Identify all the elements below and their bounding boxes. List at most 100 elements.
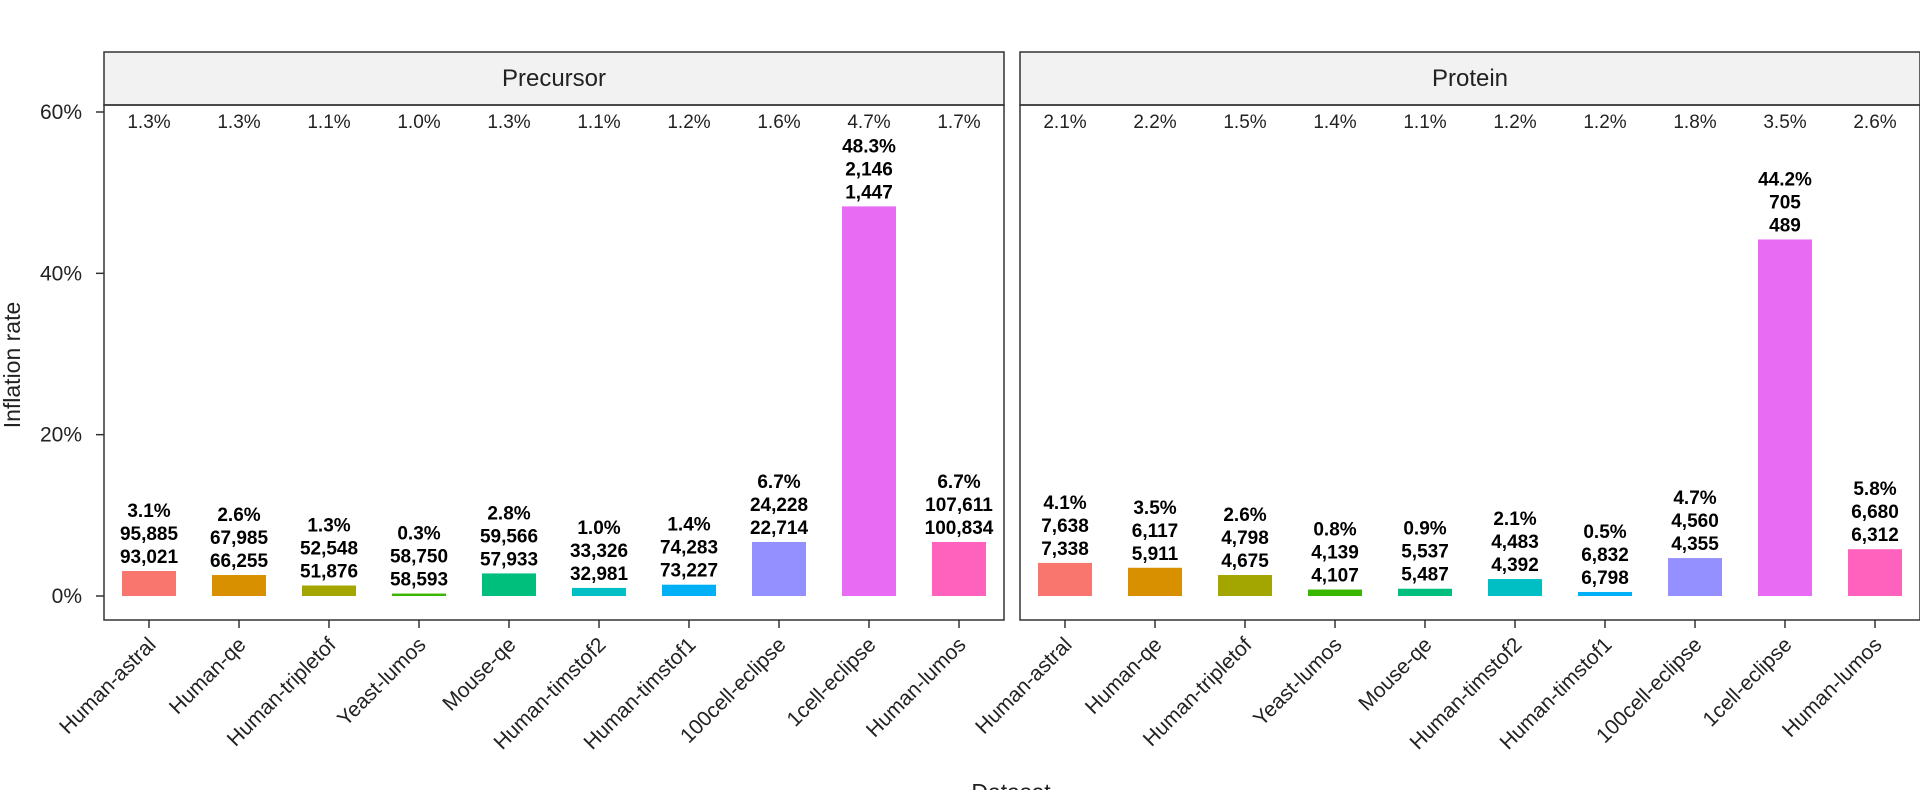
bar-value-label: 4.1%: [1043, 493, 1086, 514]
bar-value-label: 0.5%: [1583, 522, 1626, 543]
x-tick-label-mouse-qe: Mouse-qe: [1354, 633, 1436, 715]
bar-value-label: 93,021: [120, 547, 179, 568]
bar-value-label: 5,487: [1401, 565, 1449, 586]
bar-value-label: 6,117: [1132, 521, 1179, 542]
bar-protein-100cell-eclipse: [1668, 558, 1722, 596]
x-tick-label-yeast-lumos: Yeast-lumos: [333, 633, 430, 730]
bar-value-label: 52,548: [300, 539, 358, 560]
bar-protein-human-tripletof: [1218, 575, 1272, 596]
bar-protein-mouse-qe: [1398, 588, 1452, 596]
bar-value-label: 4,355: [1671, 534, 1719, 555]
top-label: 1.0%: [397, 112, 440, 133]
bar-value-label: 7,638: [1041, 516, 1089, 537]
bar-value-label: 2.8%: [487, 503, 530, 524]
bar-value-label: 4,798: [1221, 528, 1269, 549]
bar-value-label: 24,228: [750, 495, 808, 516]
bar-precursor-100cell-eclipse: [752, 541, 806, 596]
top-label: 1.8%: [1673, 112, 1716, 133]
bar-value-label: 6.7%: [937, 472, 980, 493]
bar-value-label: 22,714: [750, 518, 809, 539]
bar-value-label: 4,483: [1491, 532, 1539, 553]
bar-value-label: 5,911: [1132, 544, 1179, 565]
top-label: 2.2%: [1133, 112, 1176, 133]
bar-value-label: 1.4%: [667, 515, 710, 536]
x-tick-label-human-qe: Human-qe: [1081, 633, 1167, 719]
bar-precursor-human-tripletof: [302, 585, 356, 596]
bar-value-label: 67,985: [210, 528, 269, 549]
bar-value-label: 4,392: [1491, 555, 1539, 576]
bar-value-label: 59,566: [480, 526, 538, 547]
bar-value-label: 2.6%: [217, 505, 260, 526]
bar-precursor-human-timstof2: [572, 587, 626, 596]
panel-title-protein: Protein: [1432, 65, 1508, 92]
y-axis-title: Inflation rate: [0, 302, 25, 429]
bar-protein-human-timstof2: [1488, 579, 1542, 596]
x-axis-title: Dataset: [971, 779, 1051, 790]
bar-value-label: 44.2%: [1758, 169, 1812, 190]
y-tick-label: 20%: [40, 424, 82, 447]
y-tick-label: 0%: [52, 585, 82, 608]
bar-value-label: 705: [1769, 192, 1801, 213]
bar-value-label: 48.3%: [842, 136, 896, 157]
top-label: 1.4%: [1313, 112, 1356, 133]
panel-strip-precursor: [103, 51, 1005, 106]
bar-value-label: 4,675: [1221, 551, 1269, 572]
top-label: 1.3%: [127, 112, 170, 133]
y-tick-label: 40%: [40, 262, 82, 285]
bar-protein-human-qe: [1128, 567, 1182, 596]
panel-frame-protein: [1019, 104, 1920, 621]
top-label: 2.6%: [1853, 112, 1896, 133]
bar-value-label: 32,981: [570, 564, 629, 585]
bar-precursor-human-qe: [212, 575, 266, 596]
top-label: 1.1%: [1403, 112, 1446, 133]
bar-value-label: 4,107: [1311, 566, 1359, 587]
panel-frame-precursor: [103, 104, 1005, 621]
bar-value-label: 2.1%: [1493, 509, 1536, 530]
bar-value-label: 3.1%: [127, 501, 170, 522]
x-tick-label-human-astral: Human-astral: [55, 633, 160, 738]
bar-protein-human-astral: [1038, 562, 1092, 596]
bar-value-label: 0.3%: [397, 524, 440, 545]
bar-value-label: 33,326: [570, 541, 628, 562]
x-tick-label-yeast-lumos: Yeast-lumos: [1249, 633, 1346, 730]
top-label: 1.2%: [667, 112, 710, 133]
bar-value-label: 3.5%: [1133, 498, 1176, 519]
x-tick-label-1cell-eclipse: 1cell-eclipse: [783, 633, 881, 731]
bar-value-label: 74,283: [660, 538, 718, 559]
bar-value-label: 4,139: [1311, 543, 1359, 564]
top-label: 1.5%: [1223, 112, 1266, 133]
top-label: 3.5%: [1763, 112, 1806, 133]
bar-value-label: 5,537: [1401, 542, 1449, 563]
bar-value-label: 6,312: [1851, 525, 1899, 546]
top-label: 1.1%: [307, 112, 350, 133]
bar-value-label: 4.7%: [1673, 488, 1716, 509]
bar-value-label: 0.9%: [1403, 519, 1446, 540]
bar-value-label: 2,146: [845, 159, 893, 180]
top-label: 4.7%: [847, 112, 890, 133]
bar-value-label: 73,227: [660, 561, 718, 582]
bar-protein-yeast-lumos: [1308, 589, 1362, 596]
bar-protein-human-timstof1: [1578, 591, 1632, 596]
bar-value-label: 1.0%: [577, 518, 620, 539]
top-label: 1.2%: [1493, 112, 1536, 133]
bar-value-label: 7,338: [1041, 539, 1089, 560]
bar-value-label: 58,593: [390, 570, 448, 591]
x-tick-label-human-qe: Human-qe: [165, 633, 251, 719]
bar-value-label: 66,255: [210, 551, 269, 572]
bar-value-label: 58,750: [390, 547, 448, 568]
bar-value-label: 6,680: [1851, 502, 1899, 523]
top-label: 2.1%: [1043, 112, 1086, 133]
bar-value-label: 0.8%: [1313, 520, 1356, 541]
bar-value-label: 51,876: [300, 562, 358, 583]
panel-strip-protein: [1019, 51, 1920, 106]
panel-title-precursor: Precursor: [502, 65, 606, 92]
top-label: 1.7%: [937, 112, 980, 133]
bar-precursor-human-timstof1: [662, 584, 716, 596]
bar-precursor-human-astral: [122, 570, 176, 596]
x-tick-label-mouse-qe: Mouse-qe: [438, 633, 520, 715]
top-label: 1.6%: [757, 112, 800, 133]
x-tick-label-human-astral: Human-astral: [971, 633, 1076, 738]
bar-value-label: 1.3%: [307, 516, 350, 537]
bar-value-label: 6,798: [1581, 568, 1629, 589]
